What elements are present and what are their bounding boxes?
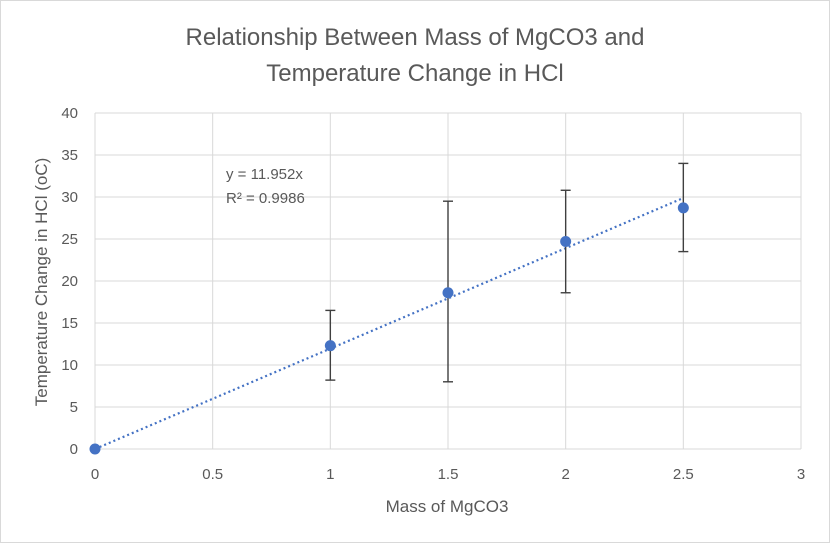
- x-tick-label: 1.5: [438, 466, 459, 483]
- x-tick-label: 3: [797, 466, 805, 483]
- x-tick-label: 1: [326, 466, 334, 483]
- data-point: [89, 443, 101, 455]
- trendline-group: [94, 196, 684, 451]
- y-axis-tick-labels: 0 5 10 15 20 25 30 35 40: [61, 105, 78, 458]
- chart-title-line-1: Relationship Between Mass of MgCO3 and: [186, 24, 645, 51]
- x-tick-label: 2.5: [673, 466, 694, 483]
- y-tick-label: 5: [70, 399, 78, 416]
- x-axis-label: Mass of MgCO3: [386, 497, 509, 516]
- data-point: [324, 340, 336, 352]
- y-tick-label: 30: [61, 189, 78, 206]
- x-tick-label: 2: [561, 466, 569, 483]
- data-point: [677, 202, 689, 214]
- trendline-equation: y = 11.952x: [226, 166, 303, 183]
- y-tick-label: 10: [61, 357, 78, 374]
- y-tick-label: 25: [61, 231, 78, 248]
- chart-title-line-2: Temperature Change in HCl: [266, 60, 563, 87]
- data-point: [560, 236, 572, 248]
- y-tick-label: 20: [61, 273, 78, 290]
- x-tick-label: 0.5: [202, 466, 223, 483]
- y-tick-label: 35: [61, 147, 78, 164]
- x-axis-tick-labels: 0 0.5 1 1.5 2 2.5 3: [91, 466, 805, 483]
- y-axis-label: Temperature Change in HCl (oC): [32, 158, 51, 407]
- y-tick-label: 0: [70, 441, 78, 458]
- data-points: [89, 202, 689, 455]
- trendline: [94, 196, 684, 451]
- trendline-r-squared: R² = 0.9986: [226, 190, 305, 207]
- data-point: [442, 287, 454, 299]
- x-tick-label: 0: [91, 466, 99, 483]
- y-tick-label: 15: [61, 315, 78, 332]
- y-tick-label: 40: [61, 105, 78, 122]
